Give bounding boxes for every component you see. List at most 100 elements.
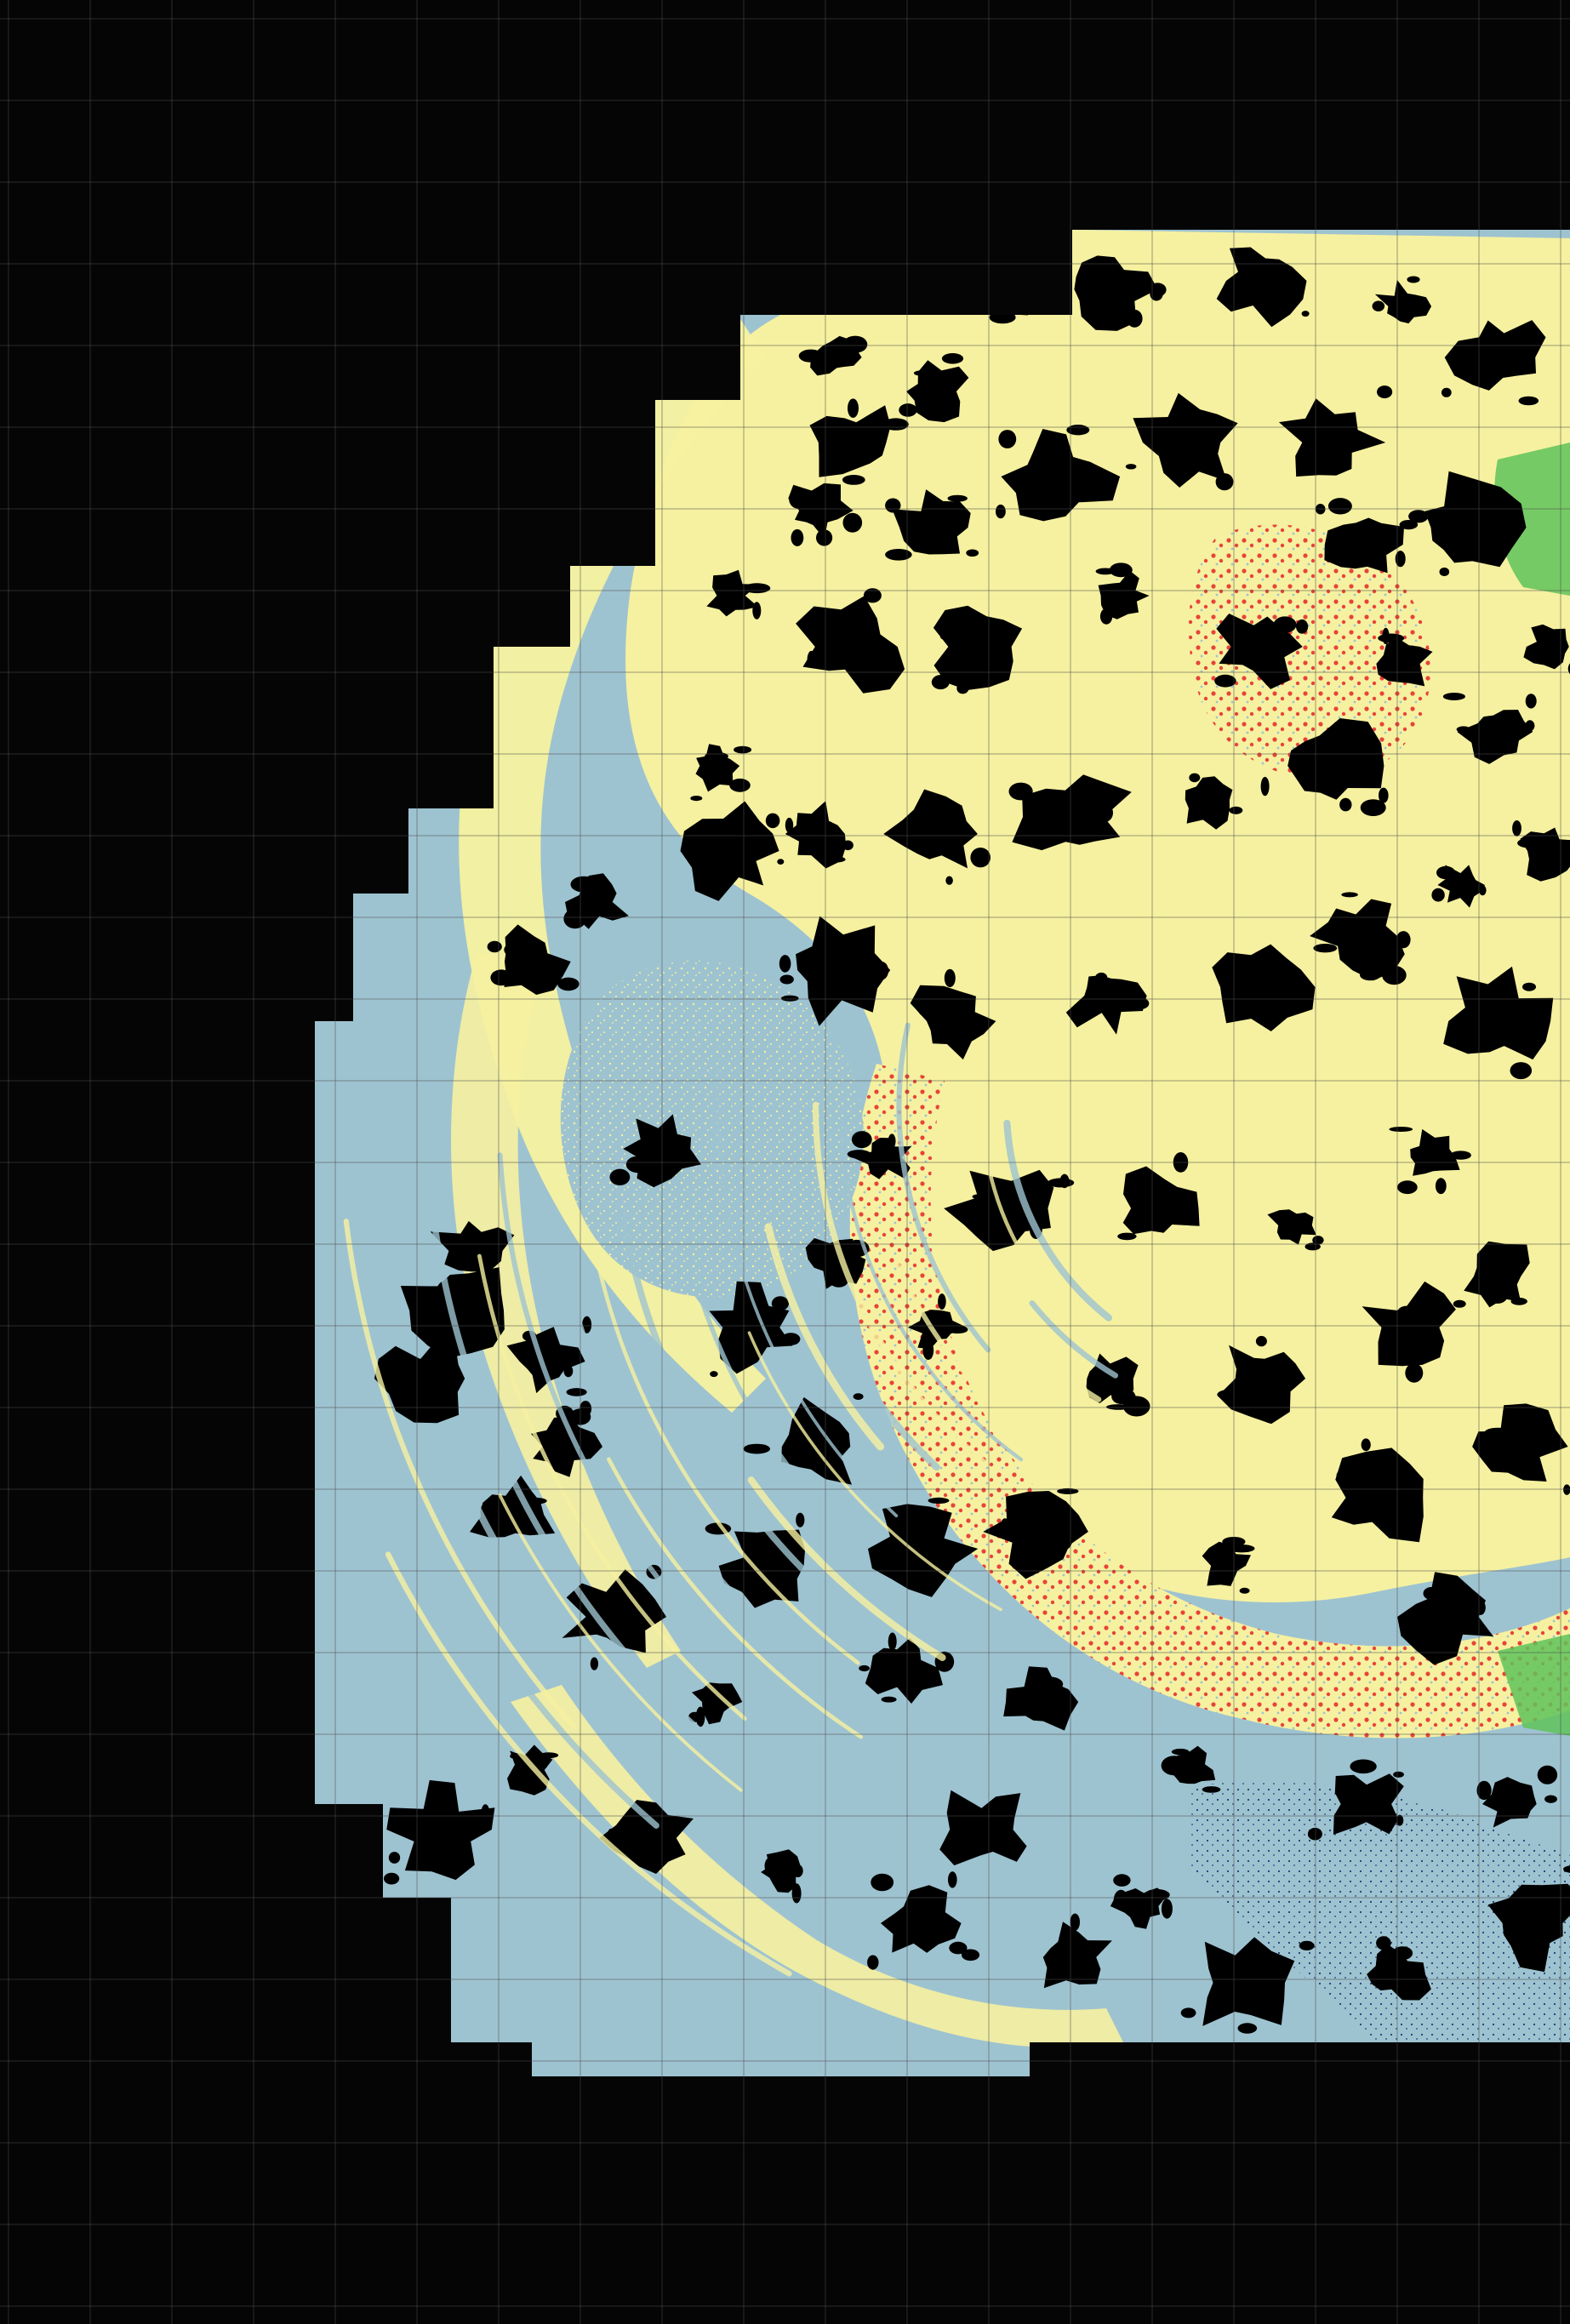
no-data-fragment [779, 974, 794, 985]
no-data-fragment [938, 842, 955, 851]
no-data-blob [1457, 710, 1533, 764]
no-data-fragment [1525, 720, 1535, 732]
no-data-fragment [1097, 803, 1113, 822]
no-data-fragment [1260, 1952, 1273, 1962]
no-data-fragment [885, 498, 901, 513]
no-data-fragment [917, 999, 932, 1017]
spiral-streak [452, 1459, 731, 1816]
no-data-fragment [563, 908, 586, 929]
no-data-blob [1397, 1572, 1493, 1665]
no-data-fragment [1450, 1151, 1471, 1160]
no-data-fragment [1372, 300, 1385, 311]
no-data-fragment [1272, 1003, 1282, 1011]
no-data-fragment [1117, 1232, 1137, 1241]
no-data-fragment [590, 1657, 599, 1670]
no-data-fragment [563, 1365, 574, 1378]
no-data-fragment [1392, 1946, 1413, 1961]
no-data-fragment [1045, 1693, 1066, 1712]
no-data-fragment [1423, 1587, 1439, 1600]
no-data-fragment [1513, 333, 1521, 341]
raster-layers [343, 230, 1570, 2048]
no-data-fragment [607, 1828, 616, 1844]
spiral-streak [498, 1493, 743, 1792]
no-data-fragment [792, 1864, 803, 1878]
no-data-fragment [1113, 1889, 1128, 1910]
no-data-fragment [928, 1497, 950, 1504]
no-data-fragment [913, 370, 934, 376]
no-data-fragment [539, 1752, 559, 1759]
no-data-fragment [948, 1871, 957, 1888]
no-data-fragment [779, 955, 791, 973]
no-data-fragment [885, 549, 912, 561]
no-data-blob [865, 1637, 943, 1704]
no-data-fragment [1435, 1178, 1447, 1195]
no-data-fragment [972, 1194, 985, 1200]
green-southeast-patch [1498, 1634, 1570, 1736]
no-data-fragment [582, 1316, 592, 1333]
no-data-fragment [835, 337, 846, 350]
no-data-blob [892, 489, 971, 555]
no-data-blob [1376, 637, 1433, 687]
no-data-fragment [956, 682, 969, 694]
no-data-fragment [1442, 693, 1465, 700]
no-data-blob [1443, 966, 1554, 1060]
no-data-blob [680, 801, 779, 901]
no-data-fragment [1361, 1438, 1371, 1452]
no-data-blob [706, 569, 759, 617]
no-data-fragment [881, 1696, 897, 1703]
no-data-fragment [765, 813, 780, 829]
no-data-fragment [710, 1371, 718, 1378]
no-data-fragment [1510, 1062, 1533, 1080]
no-data-blob [1464, 1241, 1530, 1308]
no-data-fragment [1476, 1780, 1492, 1801]
no-data-fragment [1060, 1529, 1073, 1550]
no-data-blob [1212, 944, 1316, 1031]
no-data-fragment [945, 876, 953, 885]
spiral-streak [896, 1264, 1052, 1450]
no-data-fragment [1378, 633, 1405, 643]
no-data-fragment [729, 778, 751, 792]
spiral-streak [812, 1101, 986, 1465]
spiral-streak [389, 1449, 659, 1829]
no-data-blob [1487, 1883, 1570, 1973]
spiral-streak [426, 1183, 738, 1765]
no-data-fragment [1214, 674, 1236, 688]
no-data-fragment [703, 1693, 711, 1712]
spiral-streak [597, 1266, 860, 1665]
no-data-blob [1003, 1666, 1079, 1731]
no-data-fragment [1095, 972, 1108, 983]
no-data-blob [868, 1504, 979, 1597]
no-data-fragment [999, 1801, 1013, 1814]
no-data-fragment [1517, 837, 1541, 848]
spiral-streak [619, 1208, 883, 1641]
no-data-fragment [1255, 1335, 1267, 1347]
spiral-streak [699, 1298, 833, 1521]
no-data-fragment [827, 856, 846, 863]
no-data-fragment [1395, 551, 1406, 568]
spiral-streak [716, 1036, 899, 1518]
light-blue-spiral-core [560, 960, 864, 1298]
no-data-blob [1367, 1944, 1431, 2001]
no-data-fragment [1070, 1913, 1081, 1931]
no-data-fragment [1396, 931, 1411, 949]
no-data-fragment [1416, 1332, 1426, 1339]
spiral-streak [747, 1476, 946, 1661]
no-data-fragment [1229, 806, 1243, 814]
no-data-blob [1001, 429, 1121, 522]
no-data-fragment [570, 876, 597, 893]
no-data-blob [504, 924, 571, 995]
no-data-fragment [1431, 888, 1445, 902]
no-data-blob [907, 1310, 968, 1350]
red-upper-spots [1188, 524, 1431, 779]
no-data-fragment [1229, 1545, 1255, 1553]
no-data-fragment [1263, 1408, 1275, 1424]
no-data-fragment [996, 504, 1006, 519]
no-data-fragment [781, 1333, 801, 1345]
no-data-fragment [851, 1131, 872, 1149]
no-data-fragment [1296, 619, 1309, 634]
no-data-fragment [1217, 1389, 1245, 1400]
no-data-fragment [1453, 1299, 1466, 1308]
